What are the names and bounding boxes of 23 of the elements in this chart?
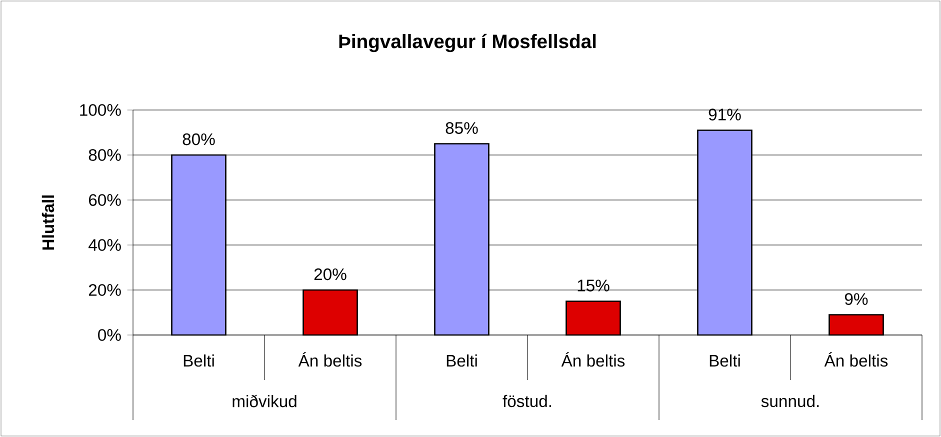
data-label: 15% (578, 280, 610, 292)
y-tick-label: 80% (88, 149, 121, 161)
y-tick-label: 0% (98, 329, 121, 341)
data-label: 91% (708, 108, 741, 120)
text: föstud. (502, 394, 551, 408)
data-label: 20% (314, 268, 346, 280)
text: miðvikud (232, 394, 296, 408)
y-axis-title: Hlutfall (42, 195, 54, 250)
x-tick-label: Belti (710, 354, 740, 367)
chart-title: Þingvallavegur í Mosfellsdal (339, 34, 596, 52)
x-tick-label: Án beltis (298, 352, 362, 367)
data-label: 9% (844, 293, 868, 305)
y-tick-label: 100% (80, 104, 121, 116)
y-tick-label: 40% (88, 239, 121, 251)
x-tick-label: Án beltis (824, 352, 888, 367)
x-tick-label: Án beltis (561, 352, 625, 367)
text: sunnud. (761, 394, 819, 408)
y-tick-label: 60% (88, 194, 121, 206)
data-label: 80% (182, 133, 215, 146)
x-tick-label: Belti (184, 354, 214, 367)
y-tick-label: 20% (88, 284, 121, 296)
x-tick-label: Belti (446, 354, 477, 367)
data-label: 85% (446, 122, 478, 134)
